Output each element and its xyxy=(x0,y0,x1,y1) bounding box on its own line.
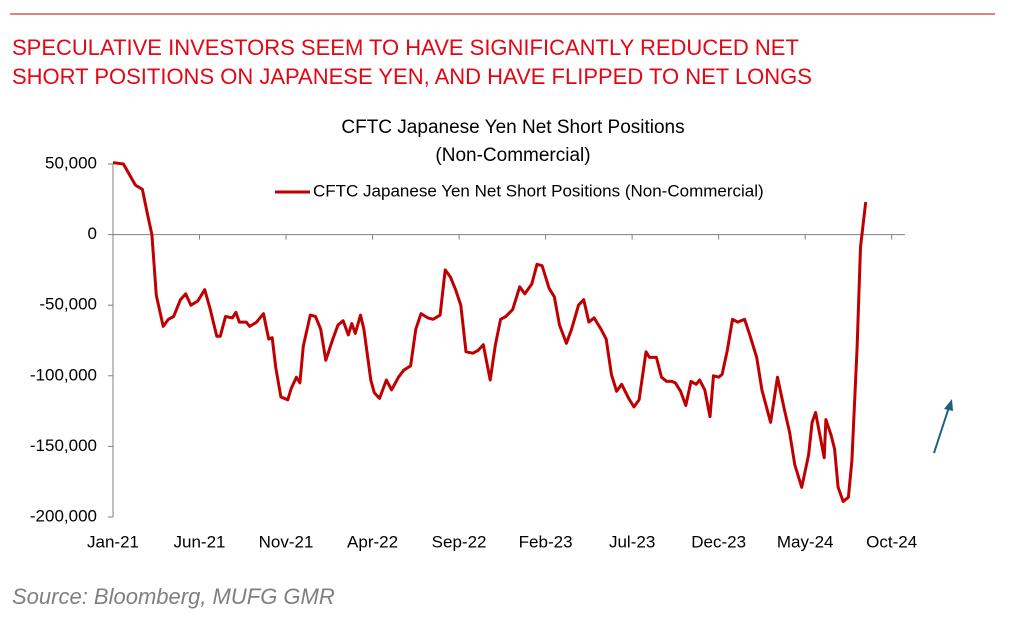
chart-title: (Non-Commercial) xyxy=(435,145,590,166)
x-tick-label: May-24 xyxy=(777,532,834,551)
x-tick-label: Jun-21 xyxy=(174,532,226,551)
y-tick-label: -100,000 xyxy=(30,365,97,384)
x-tick-label: Feb-23 xyxy=(519,532,573,551)
arrow-head xyxy=(944,399,953,411)
legend-label: CFTC Japanese Yen Net Short Positions (N… xyxy=(313,181,764,200)
x-tick-label: Sep-22 xyxy=(432,532,487,551)
y-tick-label: 0 xyxy=(88,224,97,243)
x-tick-label: Jan-21 xyxy=(87,532,139,551)
headline: SHORT POSITIONS ON JAPANESE YEN, AND HAV… xyxy=(12,64,812,89)
y-tick-label: 50,000 xyxy=(45,153,97,172)
x-tick-label: Nov-21 xyxy=(259,532,314,551)
source: Source: Bloomberg, MUFG GMR xyxy=(12,584,335,609)
x-tick-label: Dec-23 xyxy=(691,532,746,551)
y-tick-label: -50,000 xyxy=(39,295,97,314)
y-tick-label: -200,000 xyxy=(30,506,97,525)
chart-title: CFTC Japanese Yen Net Short Positions xyxy=(341,117,684,138)
arrow xyxy=(933,403,951,454)
x-tick-label: Apr-22 xyxy=(347,532,398,551)
x-tick-label: Jul-23 xyxy=(609,532,655,551)
y-tick-label: -150,000 xyxy=(30,436,97,455)
headline: SPECULATIVE INVESTORS SEEM TO HAVE SIGNI… xyxy=(12,35,799,60)
x-tick-label: Oct-24 xyxy=(866,532,917,551)
line-series xyxy=(112,161,868,503)
